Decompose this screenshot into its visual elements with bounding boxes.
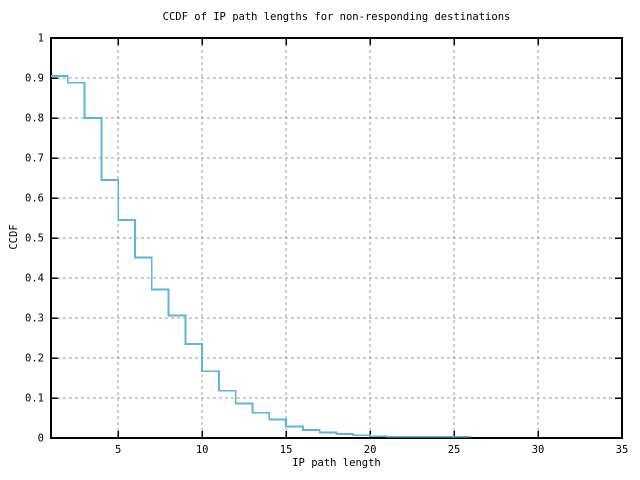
y-tick-label: 0.7 <box>25 153 44 165</box>
x-tick-label: 20 <box>364 444 377 456</box>
ccdf-step-line <box>51 75 471 438</box>
y-tick-label: 0.1 <box>25 393 44 405</box>
y-tick-label: 0.6 <box>25 193 44 205</box>
plot-border <box>50 37 623 439</box>
x-axis-label: IP path length <box>292 457 381 469</box>
chart-title: CCDF of IP path lengths for non-respondi… <box>162 11 511 23</box>
y-tick-label: 0 <box>38 433 44 445</box>
y-tick-label: 0.9 <box>25 73 44 85</box>
y-tick-label: 1 <box>38 33 44 45</box>
y-tick-label: 0.5 <box>25 233 44 245</box>
x-tick-label: 25 <box>448 444 461 456</box>
x-tick-label: 35 <box>616 444 629 456</box>
x-tick-label: 5 <box>115 444 121 456</box>
y-axis-label: CCDF <box>8 224 20 250</box>
y-tick-label: 0.3 <box>25 313 44 325</box>
x-tick-label: 10 <box>196 444 209 456</box>
y-tick-label: 0.2 <box>25 353 44 365</box>
x-tick-label: 30 <box>532 444 545 456</box>
x-tick-label: 15 <box>280 444 293 456</box>
y-tick-label: 0.8 <box>25 113 44 125</box>
y-tick-label: 0.4 <box>25 273 44 285</box>
